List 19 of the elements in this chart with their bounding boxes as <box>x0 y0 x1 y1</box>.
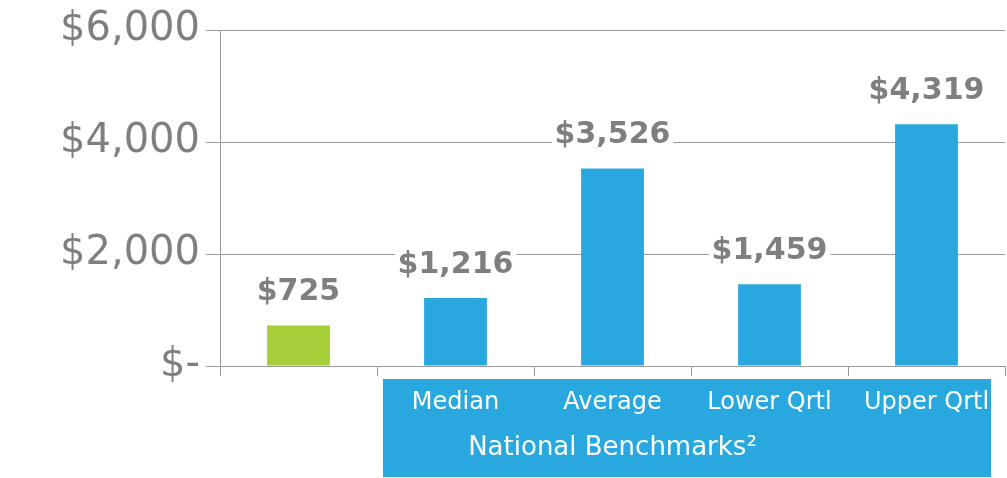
y-tick-label: $6,000 <box>60 3 200 50</box>
x-tick-label: Upper Qrtl <box>863 386 990 415</box>
data-label: $1,459 <box>711 231 828 267</box>
bar <box>895 124 958 366</box>
y-tick-label: $- <box>160 339 200 386</box>
x-axis-title: National Benchmarks² <box>468 431 757 462</box>
bar <box>581 168 644 366</box>
x-tick-label: Lower Qrtl <box>707 386 832 415</box>
y-tick-label: $4,000 <box>60 115 200 162</box>
x-tick-label: Median <box>411 386 500 415</box>
bar <box>424 297 487 366</box>
y-tick-label: $2,000 <box>60 227 200 274</box>
data-label: $3,526 <box>554 115 671 151</box>
data-label: $1,216 <box>397 244 514 280</box>
bar <box>267 325 330 366</box>
bar <box>738 284 801 366</box>
data-label: $4,319 <box>868 70 985 106</box>
x-tick-label: Average <box>563 386 662 415</box>
data-label: $725 <box>256 272 341 308</box>
